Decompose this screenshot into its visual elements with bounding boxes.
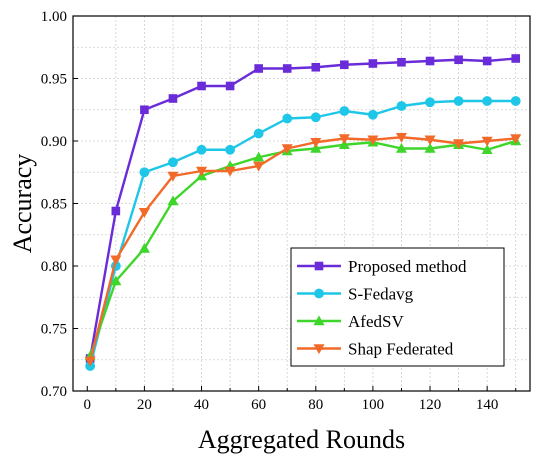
data-point [111, 206, 121, 216]
legend-label: S-Fedavg [348, 285, 414, 304]
legend-item: Shap Federated [297, 340, 454, 359]
data-point [510, 134, 522, 145]
data-point [167, 195, 179, 206]
data-point [197, 81, 206, 91]
data-point [310, 137, 322, 148]
series-afedsv [84, 135, 522, 361]
x-tick-label: 100 [362, 397, 385, 413]
data-point [168, 94, 178, 103]
data-point [253, 128, 264, 139]
data-point [254, 64, 263, 73]
data-point [311, 62, 321, 72]
series-proposed-method [85, 54, 521, 363]
data-point [167, 171, 179, 182]
x-tick-label: 20 [137, 397, 152, 413]
y-axis-title: Accuracy [8, 154, 37, 254]
data-point [340, 60, 349, 70]
data-point [282, 113, 293, 124]
x-tick-label: 0 [84, 397, 92, 413]
data-point [424, 142, 436, 153]
data-point [424, 135, 436, 146]
data-point [281, 144, 293, 155]
data-point [338, 139, 350, 150]
x-tick-label: 40 [194, 397, 209, 413]
legend-item: Proposed method [297, 257, 467, 276]
data-point [110, 255, 122, 266]
data-point [454, 55, 463, 65]
data-point [367, 135, 379, 146]
data-point [395, 142, 407, 153]
y-tick-label: 0.70 [41, 384, 67, 400]
data-point [138, 242, 150, 253]
data-point [397, 57, 406, 67]
ticks: 0 20 40 60 80 100 120 140 0.70 0.75 0.80 0.85 0.90 0.… [41, 9, 517, 413]
legend-label: Proposed method [348, 257, 467, 276]
legend-item: AfedSV [297, 312, 404, 331]
y-tick-label: 1.00 [41, 9, 67, 25]
x-tick-label: 60 [251, 397, 266, 413]
series-layer [84, 54, 522, 371]
data-point [196, 144, 207, 155]
legend-box [290, 247, 505, 367]
x-axis-title: Aggregated Rounds [198, 425, 405, 454]
data-point [253, 151, 265, 162]
data-point [368, 59, 378, 68]
data-point [453, 96, 464, 106]
y-tick-label: 0.80 [41, 259, 67, 275]
data-point [224, 166, 236, 177]
data-point [453, 139, 465, 150]
data-point [282, 64, 292, 73]
series-shap-federated [84, 132, 522, 367]
legend-swatch-marker [313, 315, 325, 326]
data-point [140, 105, 149, 115]
legend-swatch-marker [314, 261, 324, 271]
data-point [396, 101, 407, 111]
data-point [84, 356, 96, 367]
series-line [88, 136, 516, 362]
data-point [310, 142, 322, 153]
x-tick-label: 80 [308, 397, 323, 413]
legend-swatch-marker [313, 344, 325, 355]
data-point [139, 167, 150, 178]
data-point [482, 56, 492, 66]
legend-label: AfedSV [348, 312, 404, 331]
data-point [425, 97, 435, 108]
data-point [481, 144, 493, 155]
x-tick-label: 140 [476, 397, 499, 413]
data-point [481, 136, 493, 147]
data-point [310, 112, 321, 123]
series-line [89, 139, 517, 357]
data-point [368, 109, 378, 120]
legend-swatch-marker [314, 288, 324, 299]
legend-label: Shap Federated [348, 340, 454, 359]
data-point [168, 157, 178, 168]
data-point [511, 54, 521, 63]
data-point [110, 275, 122, 286]
x-tick-label: 120 [419, 397, 442, 413]
data-point [339, 106, 350, 116]
data-point [138, 207, 150, 218]
data-point [510, 96, 521, 106]
data-point [225, 81, 235, 91]
data-point [338, 134, 350, 145]
series-line [88, 99, 516, 367]
data-point [482, 96, 493, 106]
data-point [425, 56, 435, 66]
series-line [88, 57, 516, 359]
data-point [395, 132, 407, 143]
data-point [196, 166, 208, 177]
y-tick-label: 0.90 [41, 134, 67, 150]
y-tick-label: 0.85 [41, 197, 67, 213]
data-point [225, 144, 235, 155]
legend: Proposed method S-Fedavg AfedSV Shap Federa… [290, 247, 505, 367]
y-tick-label: 0.75 [41, 322, 67, 338]
y-tick-label: 0.95 [41, 72, 67, 88]
data-point [253, 161, 265, 172]
legend-item: S-Fedavg [297, 285, 414, 304]
